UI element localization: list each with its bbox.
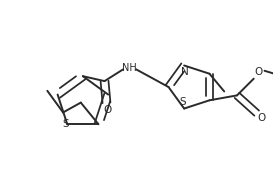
Text: O: O (103, 105, 112, 115)
Text: S: S (62, 119, 68, 129)
Text: S: S (180, 97, 186, 107)
Text: O: O (255, 67, 263, 77)
Text: O: O (257, 113, 266, 123)
Text: NH: NH (122, 63, 136, 73)
Text: N: N (181, 67, 189, 77)
